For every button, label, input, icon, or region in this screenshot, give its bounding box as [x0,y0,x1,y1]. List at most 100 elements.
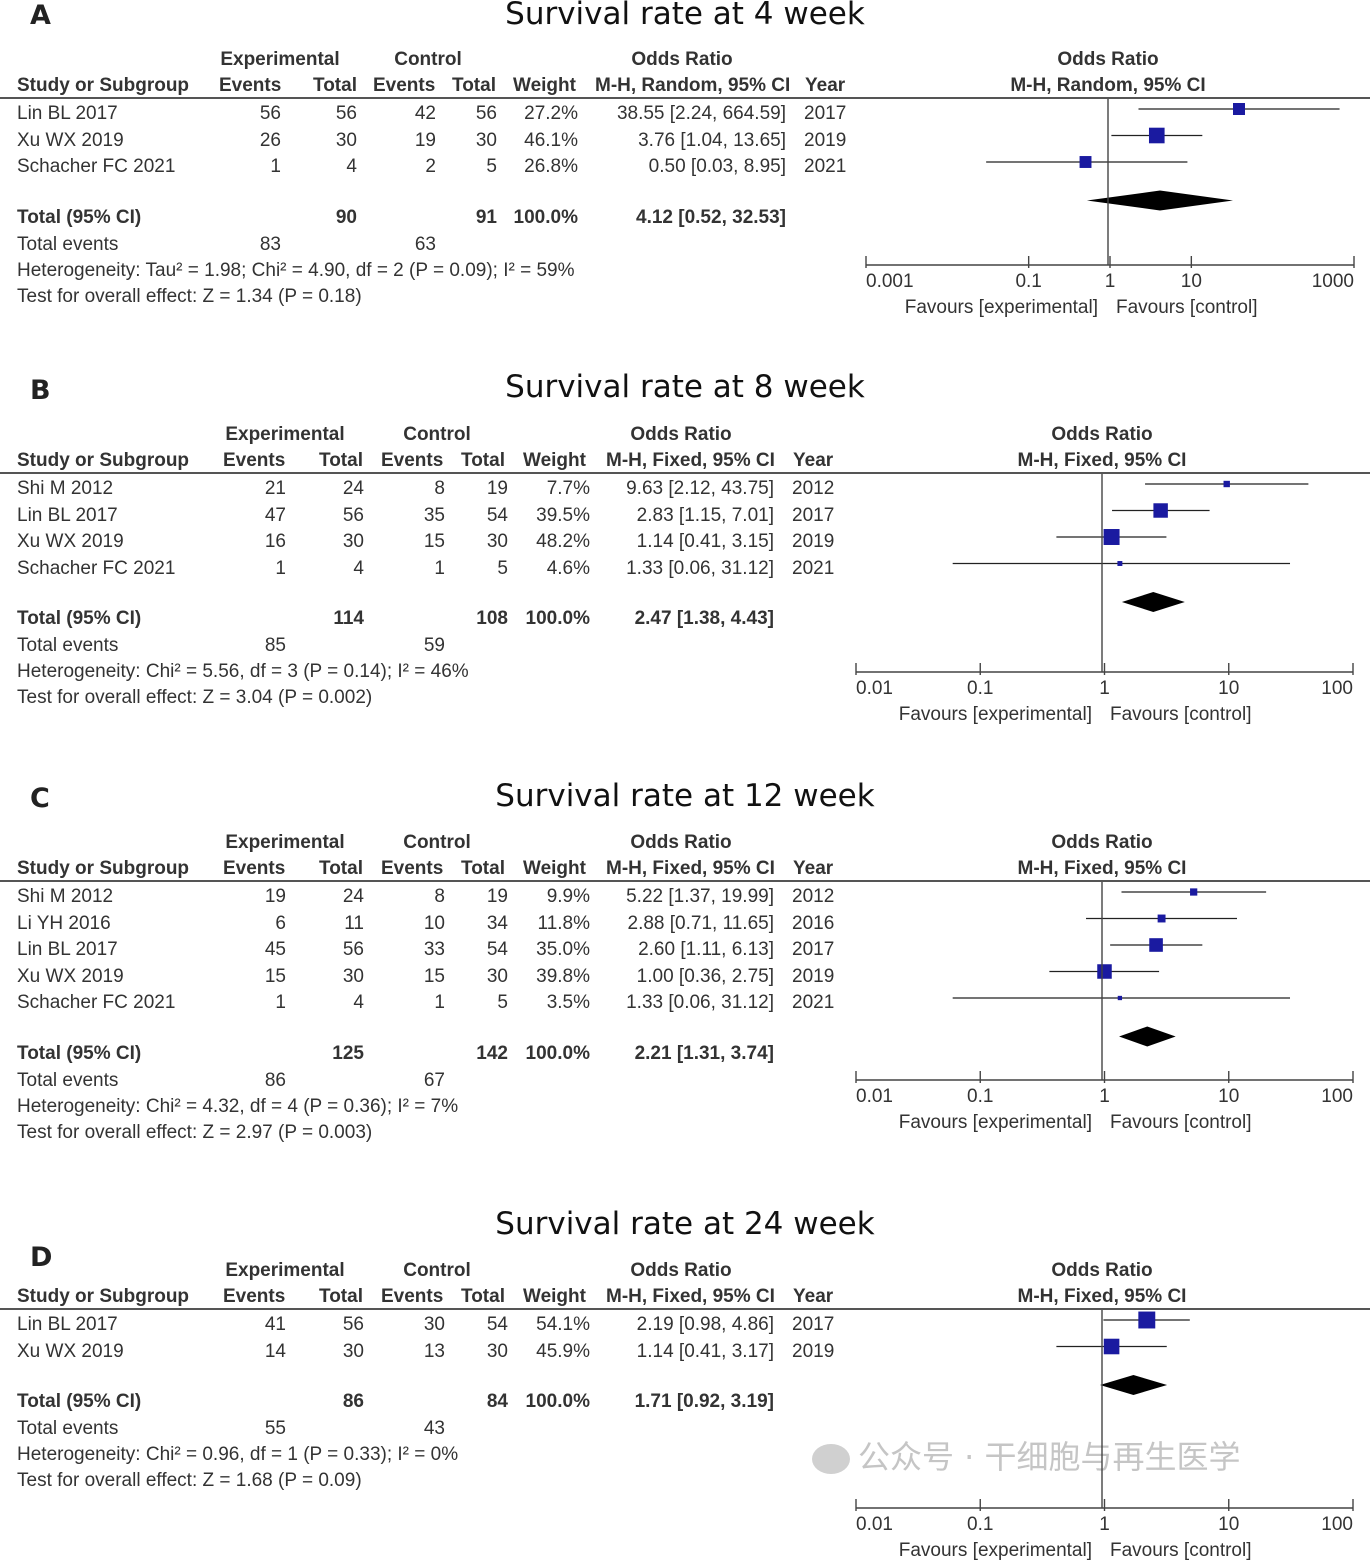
pooled-estimate-diamond [1086,190,1233,211]
header-weight: Weight [523,858,586,879]
header-plot-method: M-H, Fixed, 95% CI [1017,858,1187,879]
exp-events: 56 [259,103,281,124]
exp-events: 47 [264,504,286,526]
header-odds-ratio: Odds Ratio [631,49,733,70]
total-events-ctl: 59 [423,635,445,656]
total-events-ctl: 67 [423,1069,445,1091]
study-name: Xu WX 2019 [17,531,124,552]
x-tick-label: 1 [1099,1086,1110,1107]
ci-text: 2.83 [1.15, 7.01] [636,504,774,526]
year: 2021 [792,557,835,579]
total-weight: 100.0% [525,608,590,629]
study-name: Xu WX 2019 [17,965,124,987]
exp-total: 56 [342,939,364,960]
header-method: M-H, Fixed, 95% CI [606,858,775,879]
ctl-total: 19 [486,886,508,907]
ctl-total: 19 [486,478,508,499]
heterogeneity: Heterogeneity: Chi² = 5.56, df = 3 (P = … [17,661,469,682]
header-control: Control [403,424,471,445]
header-control: Control [403,1260,471,1281]
exp-total: 56 [342,504,364,526]
ctl-total: 5 [497,992,508,1013]
pooled-estimate-diamond [1121,592,1185,612]
weight: 48.2% [536,531,590,552]
favours-right-label: Favours [control] [1110,704,1252,725]
overall-effect: Test for overall effect: Z = 2.97 (P = 0… [17,1121,373,1143]
x-tick-label: 1 [1099,678,1110,699]
header-plot-title: Odds Ratio [1051,1260,1153,1281]
ci-text: 1.14 [0.41, 3.15] [636,531,774,552]
point-estimate-marker [1232,103,1245,115]
ci-text: 1.33 [0.06, 31.12] [626,992,774,1013]
x-tick-label: 0.01 [856,1086,893,1107]
header-exp-events: Events [223,1286,286,1307]
panel-c-title: Survival rate at 12 week [495,778,875,814]
year: 2021 [804,156,847,177]
total-ctl: 84 [486,1391,508,1412]
ctl-total: 34 [486,912,508,934]
header-year: Year [793,858,834,879]
year: 2017 [804,103,847,124]
ctl-total: 5 [497,557,508,579]
point-estimate-marker [1157,914,1166,923]
header-separator [0,1308,1370,1310]
header-control: Control [394,49,462,70]
weight: 3.5% [546,992,590,1013]
total-ci: 4.12 [0.52, 32.53] [636,206,786,228]
header-exp-events: Events [223,450,286,471]
weight: 39.8% [536,965,590,987]
total-label: Total (95% CI) [17,1391,142,1412]
weight: 26.8% [524,156,578,177]
exp-events: 6 [275,912,286,934]
exp-total: 30 [342,1340,364,1362]
exp-total: 11 [344,912,364,934]
total-label: Total (95% CI) [17,206,142,228]
x-tick-label: 1 [1099,1514,1110,1535]
favours-left-label: Favours [experimental] [898,1112,1092,1133]
x-tick-label: 10 [1218,1514,1240,1535]
study-name: Schacher FC 2021 [17,557,176,579]
header-experimental: Experimental [225,1260,345,1281]
favours-left-label: Favours [experimental] [898,1540,1092,1561]
exp-total: 4 [353,992,364,1013]
ctl-events: 33 [423,939,445,960]
exp-events: 26 [259,129,281,151]
header-plot-title: Odds Ratio [1057,49,1159,70]
header-study: Study or Subgroup [17,858,190,879]
year: 2021 [792,992,835,1013]
header-ctl-total: Total [452,75,496,96]
year: 2017 [792,504,835,526]
study-name: Xu WX 2019 [17,129,124,151]
point-estimate-marker [1190,888,1198,896]
header-exp-total: Total [319,1286,363,1307]
header-ctl-total: Total [461,1286,505,1307]
total-label: Total (95% CI) [17,608,142,629]
ctl-events: 35 [423,504,445,526]
header-method: M-H, Fixed, 95% CI [606,450,775,471]
exp-total: 4 [353,557,364,579]
ci-text: 1.33 [0.06, 31.12] [626,557,774,579]
point-estimate-marker [1103,1338,1120,1355]
ci-text: 38.55 [2.24, 664.59] [616,103,786,124]
x-tick-label: 10 [1180,271,1202,292]
x-tick-label: 1000 [1311,271,1354,292]
ctl-events: 13 [423,1340,445,1362]
point-estimate-marker [1117,995,1123,1001]
weight: 45.9% [536,1340,590,1362]
panel-c-letter: C [30,783,50,814]
header-exp-total: Total [313,75,357,96]
header-separator [0,97,1370,99]
watermark: 公众号 · 干细胞与再生医学 [812,1432,1241,1478]
favours-left-label: Favours [experimental] [904,297,1098,318]
exp-events: 15 [264,965,286,987]
panel-d-title: Survival rate at 24 week [495,1206,875,1242]
weight: 9.9% [546,886,590,907]
weight: 39.5% [536,504,590,526]
study-name: Lin BL 2017 [17,504,118,526]
ctl-total: 30 [475,129,497,151]
header-ctl-events: Events [381,858,444,879]
year: 2012 [792,886,835,907]
header-weight: Weight [523,450,586,471]
x-tick-label: 0.01 [856,678,893,699]
header-ctl-total: Total [461,858,505,879]
